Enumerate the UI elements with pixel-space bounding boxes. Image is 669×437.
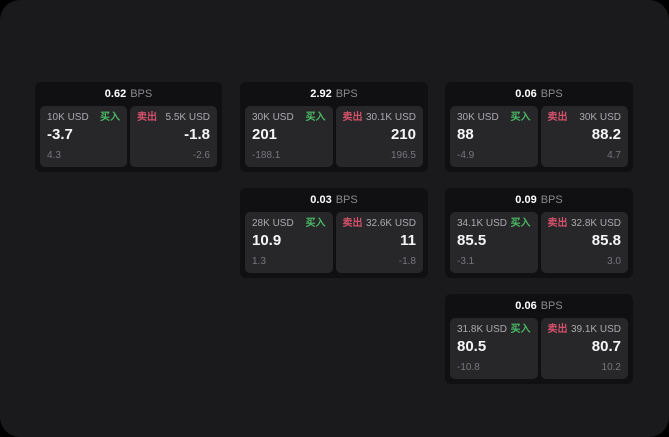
sell-sub-value: -1.8 — [398, 256, 416, 267]
buy-label: 买入 — [305, 112, 326, 123]
buy-tile[interactable]: 34.1K USD 买入 85.5 -3.1 — [450, 212, 538, 273]
buy-tile[interactable]: 30K USD 买入 88 -4.9 — [450, 106, 538, 167]
quote-card: 0.06 BPS 31.8K USD 买入 80.5 -10.8 卖出 39.1… — [445, 294, 633, 384]
quote-tiles: 10K USD 买入 -3.7 4.3 卖出 5.5K USD -1.8 -2.… — [35, 106, 222, 172]
sell-tile[interactable]: 卖出 30K USD 88.2 4.7 — [540, 106, 628, 167]
quote-card: 0.62 BPS 10K USD 买入 -3.7 4.3 卖出 5.5K USD… — [35, 82, 222, 172]
buy-sub-value: -3.1 — [457, 256, 475, 267]
buy-label: 买入 — [510, 112, 531, 123]
sell-tile[interactable]: 卖出 32.6K USD 11 -1.8 — [335, 212, 423, 273]
sell-sub-value: -2.6 — [192, 150, 210, 161]
sell-label: 卖出 — [547, 324, 568, 335]
sell-amount: 30.1K USD — [365, 112, 416, 123]
buy-price: 201 — [252, 126, 278, 143]
buy-amount: 10K USD — [47, 112, 89, 123]
sell-amount: 32.8K USD — [570, 218, 621, 229]
buy-label: 买入 — [305, 218, 326, 229]
bps-value: 0.06 — [515, 300, 537, 312]
card-header: 2.92 BPS — [240, 82, 428, 106]
buy-amount: 30K USD — [252, 112, 294, 123]
sell-label: 卖出 — [137, 112, 157, 123]
quote-card: 0.03 BPS 28K USD 买入 10.9 1.3 卖出 32.6K US… — [240, 188, 428, 278]
sell-sub-value: 3.0 — [607, 256, 621, 267]
sell-label: 卖出 — [547, 112, 568, 123]
buy-amount: 31.8K USD — [457, 324, 508, 335]
bps-value: 0.03 — [310, 194, 332, 206]
bps-unit-label: BPS — [335, 194, 358, 206]
buy-sub-value: -10.8 — [457, 362, 480, 373]
bps-value: 2.92 — [310, 88, 332, 100]
buy-sub-value: -188.1 — [252, 150, 281, 161]
sell-tile[interactable]: 卖出 5.5K USD -1.8 -2.6 — [130, 106, 217, 167]
buy-sub-value: 4.3 — [47, 150, 61, 161]
sell-price: 210 — [390, 126, 416, 143]
buy-label: 买入 — [510, 218, 531, 229]
quote-tiles: 34.1K USD 买入 85.5 -3.1 卖出 32.8K USD 85.8… — [445, 212, 633, 278]
sell-price: 85.8 — [591, 232, 621, 249]
quote-tiles: 28K USD 买入 10.9 1.3 卖出 32.6K USD 11 -1.8 — [240, 212, 428, 278]
quote-tiles: 30K USD 买入 88 -4.9 卖出 30K USD 88.2 4.7 — [445, 106, 633, 172]
card-header: 0.62 BPS — [35, 82, 222, 106]
sell-amount: 39.1K USD — [570, 324, 621, 335]
bps-unit-label: BPS — [540, 194, 563, 206]
sell-price: -1.8 — [184, 126, 210, 143]
bps-value: 0.06 — [515, 88, 537, 100]
buy-price: 10.9 — [252, 232, 282, 249]
sell-amount: 5.5K USD — [165, 112, 210, 123]
buy-amount: 30K USD — [457, 112, 499, 123]
sell-tile[interactable]: 卖出 32.8K USD 85.8 3.0 — [540, 212, 628, 273]
buy-tile[interactable]: 28K USD 买入 10.9 1.3 — [245, 212, 333, 273]
bps-unit-label: BPS — [130, 88, 153, 100]
buy-tile[interactable]: 10K USD 买入 -3.7 4.3 — [40, 106, 127, 167]
sell-label: 卖出 — [342, 112, 363, 123]
sell-tile[interactable]: 卖出 30.1K USD 210 196.5 — [335, 106, 423, 167]
quote-tiles: 31.8K USD 买入 80.5 -10.8 卖出 39.1K USD 80.… — [445, 318, 633, 384]
sell-label: 卖出 — [342, 218, 363, 229]
buy-amount: 28K USD — [252, 218, 294, 229]
bps-unit-label: BPS — [540, 300, 563, 312]
quote-card: 0.09 BPS 34.1K USD 买入 85.5 -3.1 卖出 32.8K… — [445, 188, 633, 278]
buy-price: 80.5 — [457, 338, 487, 355]
sell-tile[interactable]: 卖出 39.1K USD 80.7 10.2 — [540, 318, 628, 379]
buy-label: 买入 — [100, 112, 120, 123]
sell-amount: 30K USD — [579, 112, 621, 123]
quote-tiles: 30K USD 买入 201 -188.1 卖出 30.1K USD 210 1… — [240, 106, 428, 172]
bps-unit-label: BPS — [335, 88, 358, 100]
sell-amount: 32.6K USD — [365, 218, 416, 229]
sell-sub-value: 196.5 — [390, 150, 416, 161]
quote-card: 2.92 BPS 30K USD 买入 201 -188.1 卖出 30.1K … — [240, 82, 428, 172]
card-header: 0.03 BPS — [240, 188, 428, 212]
bps-unit-label: BPS — [540, 88, 563, 100]
buy-sub-value: 1.3 — [252, 256, 266, 267]
sell-price: 80.7 — [591, 338, 621, 355]
sell-sub-value: 10.2 — [601, 362, 621, 373]
buy-tile[interactable]: 30K USD 买入 201 -188.1 — [245, 106, 333, 167]
buy-tile[interactable]: 31.8K USD 买入 80.5 -10.8 — [450, 318, 538, 379]
buy-label: 买入 — [510, 324, 531, 335]
buy-price: 88 — [457, 126, 474, 143]
buy-price: 85.5 — [457, 232, 487, 249]
bps-value: 0.62 — [104, 88, 127, 100]
quote-card: 0.06 BPS 30K USD 买入 88 -4.9 卖出 30K USD 8… — [445, 82, 633, 172]
buy-amount: 34.1K USD — [457, 218, 508, 229]
buy-price: -3.7 — [47, 126, 73, 143]
sell-label: 卖出 — [547, 218, 568, 229]
sell-sub-value: 4.7 — [607, 150, 621, 161]
buy-sub-value: -4.9 — [457, 150, 475, 161]
sell-price: 11 — [400, 232, 416, 249]
bps-value: 0.09 — [515, 194, 537, 206]
card-header: 0.06 BPS — [445, 294, 633, 318]
card-header: 0.06 BPS — [445, 82, 633, 106]
card-header: 0.09 BPS — [445, 188, 633, 212]
sell-price: 88.2 — [591, 126, 621, 143]
